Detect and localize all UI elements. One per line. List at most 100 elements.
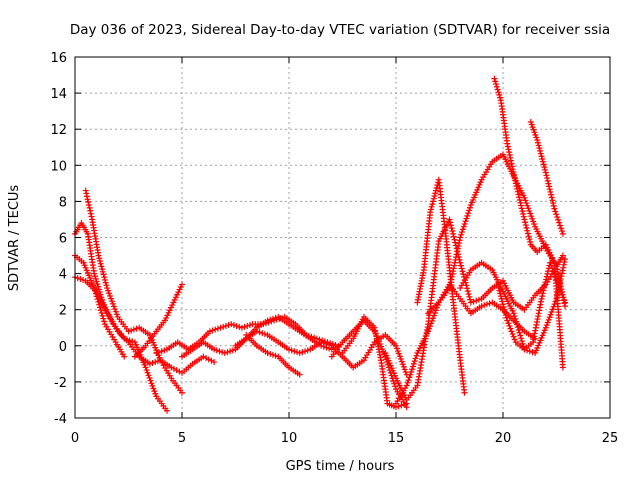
series-track-17 [491,75,566,371]
data-point-marker [299,349,306,356]
y-tick-label: 4 [59,268,67,283]
data-point-marker [98,310,105,317]
data-point-marker [508,160,515,167]
data-point-marker [539,158,546,165]
data-point-marker [544,177,551,184]
data-point-marker [559,252,566,259]
data-point-marker [493,81,500,88]
data-point-marker [91,285,98,292]
data-point-marker [524,227,531,234]
data-point-marker [450,230,457,237]
x-tick-label: 20 [495,431,512,446]
data-point-marker [92,273,99,280]
data-point-marker [556,219,563,226]
data-point-marker [505,320,512,327]
data-point-marker [525,205,532,212]
data-point-marker [211,359,218,366]
data-point-marker [96,257,103,264]
data-point-marker [413,352,420,359]
data-point-marker [521,194,528,201]
data-point-marker [230,322,237,329]
data-point-marker [393,342,399,349]
x-tick-label: 10 [281,431,298,446]
data-point-marker [152,359,159,366]
data-point-marker [220,323,227,330]
data-point-marker [548,194,555,201]
data-point-marker [500,303,507,310]
data-point-marker [509,166,516,173]
data-point-marker [161,347,168,354]
data-point-marker [238,324,245,331]
data-point-marker [536,145,543,152]
data-point-marker [550,200,557,207]
axis-ticks: 0 5 10 15 20 25 -4 -2 0 2 4 6 8 10 12 14 16 [50,51,618,446]
data-point-marker [506,151,513,158]
data-point-marker [430,195,437,202]
data-point-marker [97,260,104,267]
data-point-marker [465,210,472,217]
data-point-marker [520,213,527,220]
data-point-marker [411,358,418,365]
data-point-marker [164,407,171,414]
data-point-marker [103,282,110,289]
data-point-marker [213,347,220,354]
data-point-marker [467,204,474,211]
data-point-marker [96,255,103,262]
chart-title: Day 036 of 2023, Sidereal Day-to-day VTE… [70,22,610,38]
data-point-marker [524,230,531,237]
data-point-marker [539,290,546,297]
data-point-marker [497,293,504,300]
data-point-marker [302,348,309,355]
data-point-marker [517,199,524,206]
data-point-marker [559,267,566,274]
series-track-3 [72,220,171,414]
data-point-marker [544,270,551,277]
data-point-marker [548,191,555,198]
data-point-marker [429,201,436,208]
data-point-marker [111,306,118,313]
data-point-marker [507,154,514,161]
data-point-marker [148,380,155,387]
data-point-marker [269,351,276,358]
data-point-marker [498,295,505,302]
data-point-marker [256,329,263,336]
y-tick-label: 6 [59,232,67,247]
data-point-marker [524,202,531,209]
data-point-marker [534,137,541,144]
data-point-marker [318,339,325,346]
data-point-marker [216,348,223,355]
data-point-marker [151,388,158,395]
data-point-marker [504,140,511,147]
data-point-marker [548,308,555,315]
data-point-marker [557,222,564,229]
data-point-marker [296,371,303,378]
data-point-marker [512,315,519,322]
data-point-marker [558,228,565,235]
data-point-marker [126,337,133,344]
data-point-marker [403,382,410,389]
data-point-marker [546,186,553,193]
data-point-marker [320,340,327,347]
data-point-marker [537,147,544,154]
data-point-marker [520,343,527,350]
data-point-marker [496,91,503,98]
data-point-marker [211,346,218,353]
data-point-marker [77,276,84,283]
data-point-marker [432,190,439,197]
y-tick-label: 8 [59,195,67,210]
data-point-marker [508,328,515,335]
data-point-marker [168,364,175,371]
data-point-marker [511,174,518,181]
data-point-marker [539,155,546,162]
data-point-marker [236,323,243,330]
data-point-marker [144,369,151,376]
data-point-marker [82,187,89,194]
data-point-marker [123,336,130,343]
data-point-marker [95,252,102,259]
data-point-marker [497,290,504,297]
data-point-marker [99,312,106,319]
data-point-marker [83,190,90,197]
data-point-marker [527,238,534,245]
